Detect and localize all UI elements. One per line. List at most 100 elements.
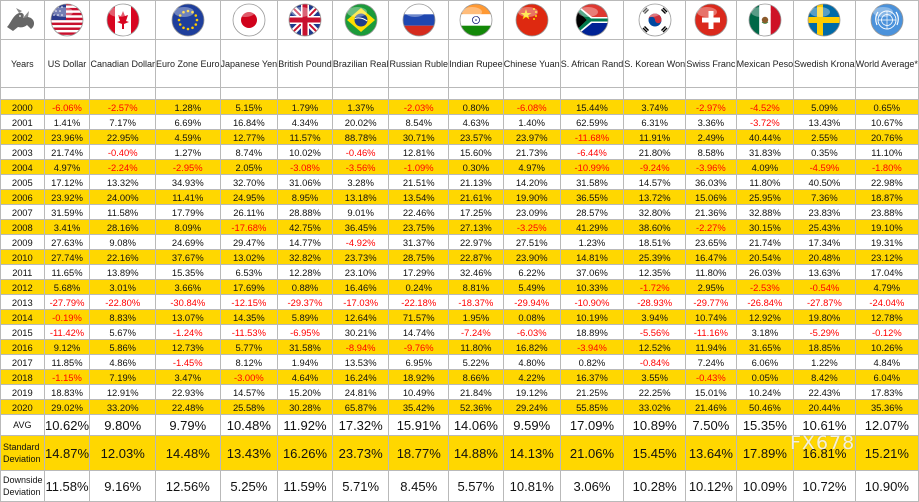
russia-flag-icon — [388, 0, 449, 40]
return-cell: 11.85% — [43, 354, 91, 370]
stat-cell: 18.77% — [388, 435, 449, 471]
return-cell: 30.71% — [388, 129, 449, 145]
return-cell: 5.09% — [793, 99, 856, 115]
return-cell: 31.59% — [43, 204, 91, 220]
return-cell: 24.69% — [155, 234, 221, 250]
return-cell: 27.51% — [502, 234, 561, 250]
return-cell: 26.11% — [219, 204, 279, 220]
return-cell: -30.84% — [155, 294, 221, 310]
return-cell: -2.57% — [89, 99, 156, 115]
return-cell: 18.87% — [854, 189, 919, 205]
return-cell: 25.95% — [735, 189, 795, 205]
return-cell: 14.81% — [559, 249, 625, 265]
return-cell: 24.95% — [219, 189, 279, 205]
return-cell: 8.81% — [448, 279, 504, 295]
stat-cell: 10.48% — [219, 414, 279, 436]
return-cell: 3.41% — [43, 219, 91, 235]
return-cell: 21.13% — [448, 174, 504, 190]
return-cell: 8.74% — [219, 144, 279, 160]
return-cell: 32.88% — [735, 204, 795, 220]
return-cell: 10.02% — [277, 144, 333, 160]
currency-header: S. African Rand — [559, 39, 625, 88]
table-row: 2016 9.12% 5.86% 12.73% 5.77% 31.58% -8.94% -9.… — [0, 339, 919, 355]
eu-flag-icon — [155, 0, 221, 40]
return-cell: 17.79% — [155, 204, 221, 220]
return-cell: -9.76% — [388, 339, 449, 355]
return-cell: 0.88% — [277, 279, 333, 295]
stat-cell: 15.91% — [388, 414, 449, 436]
stat-cell: 21.06% — [559, 435, 625, 471]
currency-header: Brazilian Real — [331, 39, 390, 88]
spacer-cell — [155, 87, 221, 100]
return-cell: 21.46% — [685, 399, 737, 415]
return-cell: 30.21% — [331, 324, 390, 340]
year-cell: 2018 — [0, 369, 45, 385]
return-cell: -12.15% — [219, 294, 279, 310]
return-cell: 15.20% — [277, 384, 333, 400]
spacer-cell — [735, 87, 795, 100]
stat-cell: 9.59% — [502, 414, 561, 436]
return-cell: 19.10% — [854, 219, 919, 235]
return-cell: 1.28% — [155, 99, 221, 115]
return-cell: -2.53% — [735, 279, 795, 295]
return-cell: -3.56% — [331, 159, 390, 175]
return-cell: 17.29% — [388, 264, 449, 280]
return-cell: 21.74% — [43, 144, 91, 160]
return-cell: -3.96% — [685, 159, 737, 175]
spacer-cell — [793, 87, 856, 100]
return-cell: 32.46% — [448, 264, 504, 280]
return-cell: 22.93% — [155, 384, 221, 400]
return-cell: 11.58% — [89, 204, 156, 220]
mexico-flag-icon — [735, 0, 795, 40]
return-cell: 2.49% — [685, 129, 737, 145]
return-cell: 23.90% — [502, 249, 561, 265]
return-cell: -10.99% — [559, 159, 625, 175]
return-cell: 13.89% — [89, 264, 156, 280]
year-cell: 2013 — [0, 294, 45, 310]
return-cell: 18.92% — [388, 369, 449, 385]
return-cell: 5.77% — [219, 339, 279, 355]
stat-cell: 10.12% — [685, 470, 737, 502]
return-cell: 5.15% — [219, 99, 279, 115]
return-cell: 24.81% — [331, 384, 390, 400]
return-cell: 0.65% — [854, 99, 919, 115]
stat-cell: 10.89% — [623, 414, 687, 436]
spacer-cell — [854, 87, 919, 100]
return-cell: 16.82% — [502, 339, 561, 355]
return-cell: 3.18% — [735, 324, 795, 340]
return-cell: 15.06% — [685, 189, 737, 205]
stat-cell: 10.62% — [43, 414, 91, 436]
return-cell: 36.03% — [685, 174, 737, 190]
currency-header: Canadian Dollar — [89, 39, 156, 88]
return-cell: -26.84% — [735, 294, 795, 310]
year-cell: 2016 — [0, 339, 45, 355]
spacer-cell — [43, 87, 91, 100]
return-cell: -5.29% — [793, 324, 856, 340]
return-cell: 20.76% — [854, 129, 919, 145]
return-cell: 11.80% — [448, 339, 504, 355]
return-cell: 2.95% — [685, 279, 737, 295]
return-cell: 23.57% — [448, 129, 504, 145]
return-cell: -6.95% — [277, 324, 333, 340]
return-cell: 52.36% — [448, 399, 504, 415]
table-row: 2015 -11.42% 5.67% -1.24% -11.53% -6.95% 30.21… — [0, 324, 919, 340]
stat-cell: 14.87% — [43, 435, 91, 471]
standard-deviation-row: Standard Deviation 14.87% 12.03% 14.48% 13.4… — [0, 435, 919, 471]
table-row: 2003 21.74% -0.40% 1.27% 8.74% 10.02% -0.46% 12… — [0, 144, 919, 160]
return-cell: 7.24% — [685, 354, 737, 370]
return-cell: 13.32% — [89, 174, 156, 190]
table-row: 2008 3.41% 28.16% 8.09% -17.68% 42.75% 36.45% 2… — [0, 219, 919, 235]
return-cell: -6.44% — [559, 144, 625, 160]
return-cell: 15.60% — [448, 144, 504, 160]
return-cell: 2.55% — [793, 129, 856, 145]
table-row: 2014 -0.19% 8.83% 13.07% 14.35% 5.89% 12.64% 71… — [0, 309, 919, 325]
return-cell: -1.24% — [155, 324, 221, 340]
return-cell: 1.27% — [155, 144, 221, 160]
return-cell: 33.20% — [89, 399, 156, 415]
stat-cell: 16.81% — [793, 435, 856, 471]
return-cell: 16.37% — [559, 369, 625, 385]
year-cell: 2014 — [0, 309, 45, 325]
spacer-cell — [89, 87, 156, 100]
currency-header: Indian Rupee — [448, 39, 504, 88]
